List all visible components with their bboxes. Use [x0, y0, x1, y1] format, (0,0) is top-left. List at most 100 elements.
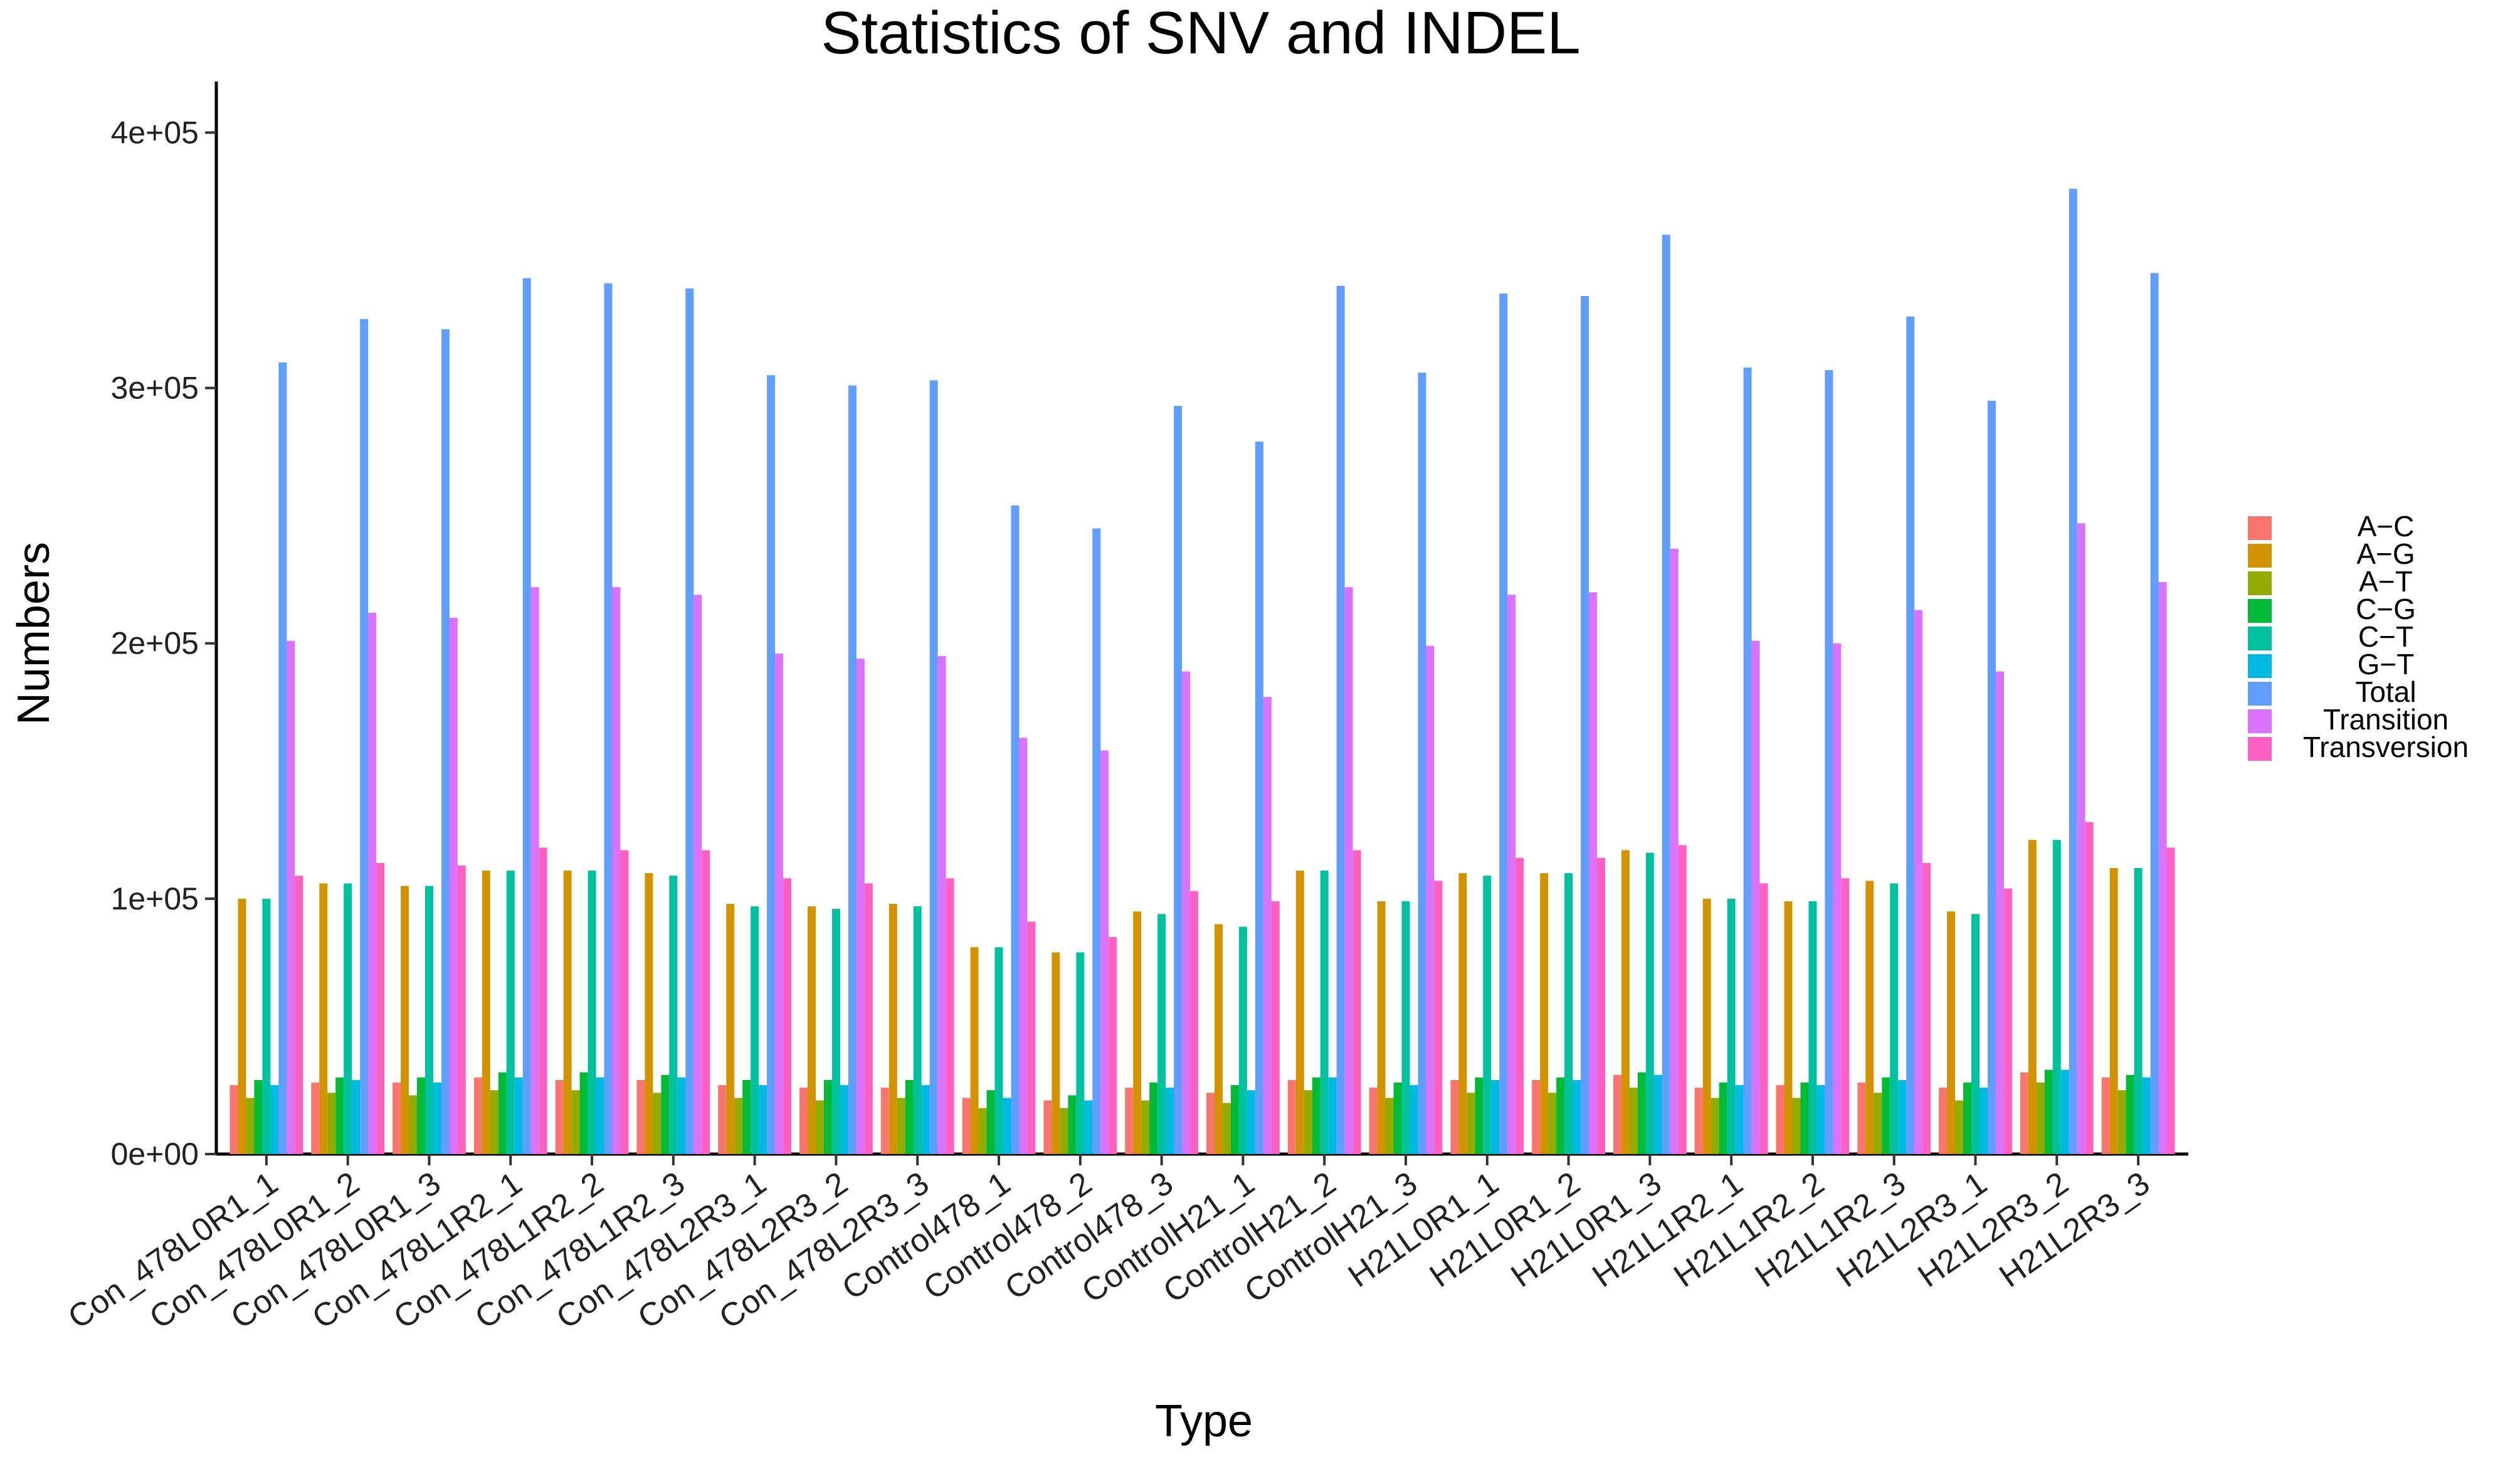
bar-ac: [1287, 1079, 1296, 1154]
bar-at: [1629, 1088, 1638, 1154]
bar-ac: [311, 1083, 320, 1154]
bar-total: [1092, 528, 1101, 1154]
bar-transition: [1344, 587, 1353, 1154]
bar-ct: [1890, 883, 1899, 1154]
bar-ag: [1702, 898, 1711, 1154]
legend-swatch: [2248, 654, 2272, 678]
bar-cg: [498, 1072, 507, 1154]
bar-cg: [823, 1079, 832, 1154]
bar-ac: [1532, 1079, 1541, 1154]
bar-gt: [1328, 1077, 1337, 1154]
bar-ac: [1776, 1085, 1785, 1154]
bar-total: [767, 375, 776, 1154]
bar-ac: [962, 1098, 971, 1154]
bar-transversion: [2166, 847, 2175, 1154]
bar-ac: [1125, 1088, 1134, 1154]
bar-gt: [1653, 1074, 1662, 1154]
bar-at: [1304, 1090, 1312, 1154]
bar-transversion: [2085, 822, 2094, 1154]
bar-ag: [726, 904, 735, 1154]
bar-transition: [368, 612, 377, 1154]
x-axis-title: Type: [1155, 1396, 1253, 1446]
bar-ag: [1052, 952, 1060, 1154]
bar-transversion: [1759, 883, 1768, 1154]
bar-ac: [2101, 1077, 2110, 1154]
bar-cg: [1230, 1085, 1239, 1154]
bar-at: [490, 1090, 498, 1154]
legend-label: C−T: [2358, 620, 2413, 653]
bar-cg: [254, 1079, 263, 1154]
bar-gt: [2060, 1069, 2069, 1154]
legend-label: Total: [2355, 676, 2416, 708]
bar-cg: [742, 1079, 751, 1154]
bar-transition: [530, 587, 539, 1154]
bar-transversion: [1109, 936, 1117, 1154]
bar-transition: [856, 659, 865, 1154]
bar-at: [409, 1095, 418, 1154]
bar-at: [246, 1098, 255, 1154]
bar-gt: [433, 1083, 441, 1154]
bar-ac: [636, 1079, 645, 1154]
chart-title: Statistics of SNV and INDEL: [821, 0, 1580, 66]
bar-ac: [880, 1088, 889, 1154]
legend-swatch: [2248, 737, 2272, 761]
bar-gt: [840, 1085, 848, 1154]
legend: A−CA−GA−TC−GC−TG−TTotalTransitionTransve…: [2248, 510, 2469, 763]
bar-at: [1060, 1108, 1068, 1154]
bar-transition: [2077, 523, 2085, 1154]
bar-gt: [1247, 1090, 1255, 1154]
bar-cg: [1963, 1083, 1972, 1154]
bar-transition: [1995, 671, 2004, 1154]
bar-transition: [1100, 750, 1109, 1154]
legend-label: A−G: [2356, 538, 2415, 570]
bar-ac: [1939, 1088, 1948, 1154]
bar-transversion: [1922, 862, 1931, 1154]
bar-total: [929, 380, 938, 1154]
bar-ag: [1377, 901, 1386, 1154]
bar-transversion: [620, 850, 629, 1154]
bar-ct: [424, 886, 433, 1154]
bar-ag: [563, 871, 572, 1154]
bar-total: [1662, 235, 1670, 1155]
bar-gt: [1491, 1079, 1500, 1154]
bar-at: [1874, 1093, 1882, 1154]
bar-total: [1011, 505, 1020, 1154]
bar-cg: [579, 1072, 588, 1154]
plot-area: 0e+001e+052e+053e+054e+05Con_478L0R1_1Co…: [61, 82, 2188, 1336]
bar-transition: [937, 656, 946, 1154]
bar-transition: [1589, 592, 1597, 1154]
bar-transversion: [1841, 878, 1850, 1154]
bar-ag: [401, 886, 409, 1154]
y-tick-label: 1e+05: [111, 881, 199, 916]
bar-ct: [2134, 868, 2143, 1154]
bar-gt: [2142, 1077, 2151, 1154]
bar-ct: [1645, 852, 1654, 1154]
bar-cg: [905, 1079, 914, 1154]
bar-transversion: [457, 865, 466, 1154]
bar-ct: [994, 947, 1003, 1154]
bar-cg: [1556, 1077, 1565, 1154]
bar-ac: [229, 1085, 238, 1154]
bar-ct: [588, 871, 596, 1154]
bar-at: [734, 1098, 743, 1154]
bar-total: [1581, 296, 1589, 1154]
bar-gt: [514, 1077, 523, 1154]
legend-label: Transversion: [2303, 731, 2469, 763]
bar-transversion: [1027, 921, 1036, 1154]
bar-cg: [1637, 1072, 1646, 1154]
bar-cg: [417, 1077, 425, 1154]
bar-ct: [262, 898, 271, 1154]
bar-ac: [1857, 1083, 1866, 1154]
legend-swatch: [2248, 627, 2272, 650]
bar-cg: [2126, 1074, 2134, 1154]
bar-ac: [473, 1077, 482, 1154]
bar-transition: [775, 654, 784, 1154]
bar-gt: [1980, 1088, 1988, 1154]
bar-gt: [596, 1077, 604, 1154]
bar-cg: [1068, 1095, 1077, 1154]
bar-ag: [808, 906, 816, 1154]
bar-ct: [1808, 901, 1817, 1154]
bar-at: [1385, 1098, 1394, 1154]
legend-swatch: [2248, 709, 2272, 733]
bar-at: [1548, 1093, 1557, 1154]
